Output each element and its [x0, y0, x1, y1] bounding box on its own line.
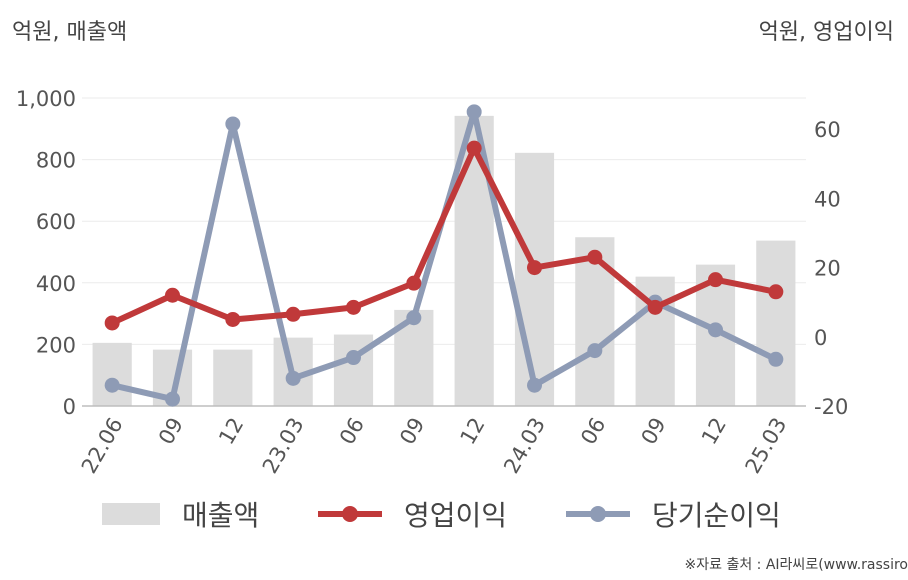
net-income-point — [466, 104, 482, 120]
net-income-point — [768, 351, 784, 367]
y-right-tick-label: 60 — [814, 118, 841, 142]
y-right-tick-label: 0 — [814, 326, 827, 350]
operating-profit-point — [104, 315, 120, 331]
y-left-tick-label: 0 — [63, 395, 76, 419]
legend-net-income-label: 당기순이익 — [652, 499, 781, 532]
operating-profit-line — [109, 145, 779, 326]
net-income-point — [285, 370, 301, 386]
legend: 매출액 영업이익 당기순이익 — [0, 494, 908, 534]
y-right-tick-label: -20 — [814, 395, 848, 419]
net-income-point — [346, 350, 361, 366]
revenue-bars — [92, 115, 796, 406]
x-tick-label: 23.03 — [258, 414, 309, 478]
x-tick-label: 09 — [395, 414, 429, 449]
y-left-tick-label: 400 — [36, 272, 76, 296]
operating-profit-point — [165, 287, 180, 303]
operating-profit-point — [406, 275, 422, 291]
x-tick-label: 12 — [697, 414, 731, 449]
x-tick-label: 24.03 — [499, 414, 550, 478]
operating-profit-point — [527, 260, 542, 276]
operating-profit-point — [768, 284, 784, 300]
y-right-tick-label: 40 — [814, 187, 841, 211]
x-tick-label: 06 — [576, 414, 610, 449]
operating-profit-point — [285, 306, 301, 322]
x-tick-label: 06 — [335, 414, 369, 449]
net-income-point — [406, 310, 422, 326]
operating-profit-point — [708, 272, 723, 288]
operating-profit-point — [466, 140, 482, 156]
left-axis-unit: 억원, 매출액 — [12, 20, 128, 45]
legend-revenue-label: 매출액 — [182, 499, 260, 532]
net-income-point — [527, 377, 542, 393]
legend-operating-profit-swatch — [318, 506, 382, 522]
net-income-point — [708, 322, 723, 338]
x-tick-label: 09 — [154, 414, 188, 449]
x-tick-label: 12 — [456, 414, 490, 449]
net-income-point — [104, 377, 120, 393]
legend-item-net-income: 당기순이익 — [566, 494, 781, 534]
operating-profit-point — [346, 299, 361, 315]
revenue-bar — [756, 240, 796, 406]
net-income-point — [165, 391, 180, 407]
x-tick-label: 09 — [637, 414, 671, 449]
y-left-tick-label: 600 — [36, 210, 76, 234]
operating-profit-point — [587, 249, 603, 265]
y-left-tick-label: 800 — [36, 149, 76, 173]
legend-revenue-swatch — [102, 503, 160, 525]
revenue-bar — [514, 152, 555, 406]
legend-item-operating-profit: 영업이익 — [318, 494, 507, 534]
right-axis-unit: 억원, 영업이익 — [758, 20, 894, 45]
x-tick-label: 25.03 — [741, 414, 792, 478]
net-income-point — [225, 116, 241, 132]
profit-lines — [104, 104, 784, 407]
operating-profit-point — [647, 299, 663, 315]
y-right-tick-label: 20 — [814, 257, 841, 281]
operating-profit-point — [225, 311, 241, 327]
source-note: ※자료 출처 : AI라씨로(www.rassiro — [684, 557, 908, 573]
legend-item-revenue: 매출액 — [102, 494, 259, 534]
legend-net-income-swatch — [566, 506, 630, 522]
x-tick-label: 22.06 — [77, 414, 128, 478]
revenue-bar — [92, 342, 132, 406]
net-income-point — [587, 343, 603, 359]
combo-chart: 0 200 400 600 800 1,000 -20 0 20 40 60 22.06 09 12 23.… — [16, 87, 848, 478]
x-tick-label: 12 — [214, 414, 248, 449]
net-income-line — [109, 108, 779, 403]
y-left-tick-label: 1,000 — [16, 87, 76, 111]
legend-operating-profit-label: 영업이익 — [404, 499, 508, 532]
revenue-bar — [213, 349, 253, 406]
y-left-tick-label: 200 — [36, 333, 76, 357]
